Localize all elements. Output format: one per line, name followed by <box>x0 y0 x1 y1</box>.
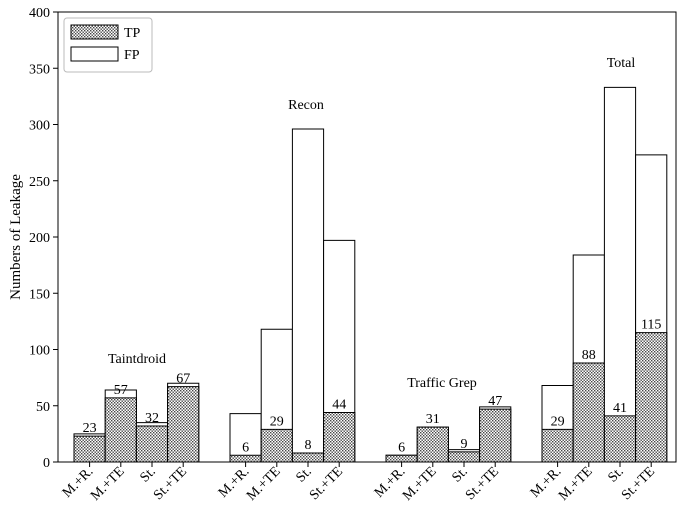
bar-tp <box>323 412 356 463</box>
x-tick-label: St. <box>137 464 158 485</box>
bar-tp <box>479 408 512 463</box>
bar-value-label: 23 <box>83 421 97 436</box>
group-label: Recon <box>288 98 324 113</box>
bar-value-label: 29 <box>270 414 284 429</box>
bar-value-label: 31 <box>426 412 440 427</box>
bar-group-recon: 6 29 8 44 Recon <box>229 98 356 463</box>
bar-tp <box>229 454 262 463</box>
legend-label-fp: FP <box>124 48 140 63</box>
bar-tp <box>447 451 481 463</box>
group-label: Traffic Grep <box>407 376 477 391</box>
x-tick-label: St.+TE <box>463 464 502 503</box>
legend-swatch-fp <box>70 46 119 62</box>
x-tick-label: M.+TE <box>88 464 128 504</box>
bar-value-label: 115 <box>641 318 661 333</box>
bar-tp <box>416 426 449 463</box>
bar-tp <box>260 428 293 463</box>
x-tick-label: St. <box>293 464 314 485</box>
bar-value-label: 6 <box>242 440 249 455</box>
bar-fp <box>603 86 637 463</box>
y-tick-label: 350 <box>29 62 50 77</box>
bar-tp <box>167 386 200 463</box>
group-label: Total <box>607 56 636 71</box>
plot-area: 23 57 32 67 Taintdroid 6 29 8 44 Recon 6 31 9 47 Traff… <box>73 56 668 463</box>
bar-value-label: 47 <box>488 394 502 409</box>
bar-group-traffic-grep: 6 31 9 47 Traffic Grep <box>385 376 512 463</box>
bar-value-label: 29 <box>551 414 565 429</box>
x-tick-label: M.+TE <box>556 464 596 504</box>
y-axis-label: Numbers of Leakage <box>8 174 24 300</box>
y-tick-label: 0 <box>43 456 50 471</box>
y-tick-label: 300 <box>29 119 50 134</box>
bar-value-label: 8 <box>305 438 312 453</box>
bar-value-label: 44 <box>332 398 346 413</box>
y-tick-label: 100 <box>29 344 50 359</box>
x-tick-label: M.+TE <box>244 464 284 504</box>
y-tick-label: 150 <box>29 287 50 302</box>
x-tick-label: St. <box>605 464 626 485</box>
y-tick-label: 400 <box>29 6 50 21</box>
y-tick-label: 250 <box>29 175 50 190</box>
bar-value-label: 57 <box>114 383 128 398</box>
bar-tp <box>104 397 137 463</box>
bar-fp <box>291 128 325 463</box>
legend-label-tp: TP <box>124 26 141 41</box>
y-tick-label: 50 <box>36 400 50 415</box>
legend: TP FP <box>63 17 153 73</box>
group-label: Taintdroid <box>108 352 166 367</box>
bar-group-total: 29 88 41 115 Total <box>541 56 668 463</box>
legend-swatch-tp <box>70 24 119 40</box>
x-tick-label: St.+TE <box>619 464 658 503</box>
bar-tp <box>73 435 106 463</box>
bar-value-label: 32 <box>145 411 159 426</box>
x-tick-label: St.+TE <box>151 464 190 503</box>
bar-tp <box>135 425 169 463</box>
bar-tp <box>291 452 325 463</box>
bar-tp <box>541 428 574 463</box>
bar-tp <box>572 362 605 463</box>
x-tick-label: St. <box>449 464 470 485</box>
bar-value-label: 41 <box>613 401 627 416</box>
bar-value-label: 88 <box>582 348 596 363</box>
bar-value-label: 9 <box>461 437 468 452</box>
plot-frame <box>57 11 677 463</box>
x-tick-label: M.+TE <box>400 464 440 504</box>
bar-tp <box>385 454 418 463</box>
bar-group-taintdroid: 23 57 32 67 Taintdroid <box>73 352 200 463</box>
bar-value-label: 6 <box>398 440 405 455</box>
bar-value-label: 67 <box>176 372 190 387</box>
bar-tp <box>603 415 637 463</box>
x-tick-label: St.+TE <box>307 464 346 503</box>
y-tick-label: 200 <box>29 231 50 246</box>
bar-tp <box>635 332 668 463</box>
